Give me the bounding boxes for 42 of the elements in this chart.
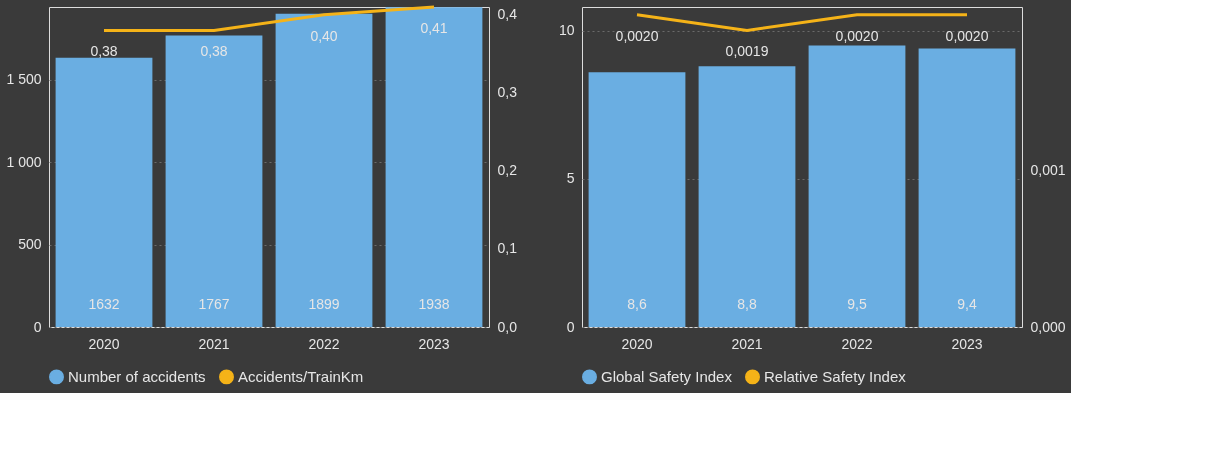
legend-label: Global Safety Index [601, 367, 733, 385]
legend-label: Relative Safety Index [764, 367, 907, 385]
data-label: 0,41 [420, 20, 448, 36]
x-tick-label: 2021 [731, 335, 763, 352]
data-label: 0,38 [90, 43, 118, 60]
data-label: 9,4 [957, 296, 977, 312]
y-tick-label: 0 [33, 318, 42, 335]
data-label: 0,0020 [615, 27, 659, 44]
data-label: 0,0020 [835, 27, 879, 44]
y-tick-label: 1 000 [6, 153, 42, 170]
y2-tick-label: 0,3 [497, 84, 518, 101]
y-tick-label: 1 500 [6, 71, 42, 88]
data-label: 1632 [88, 296, 120, 312]
y-tick-label: 0 [566, 318, 575, 335]
legend-label: Number of accidents [68, 367, 206, 385]
x-tick-label: 2021 [198, 335, 230, 352]
data-label: 9,5 [847, 296, 867, 312]
y2-tick-label: 0,2 [497, 162, 518, 179]
y2-tick-label: 0,0 [497, 318, 518, 335]
x-tick-label: 2023 [951, 335, 983, 352]
data-label: 1767 [198, 296, 230, 312]
data-label: 0,0019 [725, 43, 769, 60]
data-label: 0,40 [310, 27, 338, 44]
legend-label: Accidents/TrainKm [238, 367, 364, 385]
y-tick-label: 10 [558, 22, 575, 39]
data-label: 1938 [418, 296, 450, 312]
x-tick-label: 2022 [308, 335, 340, 352]
y-tick-label: 5 [566, 170, 575, 187]
data-label: 0,38 [200, 43, 228, 60]
y2-tick-label: 0,001 [1030, 162, 1066, 179]
data-label: 8,6 [627, 296, 647, 312]
data-label: 8,8 [737, 296, 757, 312]
x-tick-label: 2020 [88, 335, 120, 352]
y2-tick-label: 0,1 [497, 240, 518, 257]
x-tick-label: 2023 [418, 335, 450, 352]
x-tick-label: 2020 [621, 335, 653, 352]
data-label: 1899 [308, 296, 340, 312]
y2-tick-label: 0,000 [1030, 318, 1066, 335]
x-tick-label: 2022 [841, 335, 873, 352]
y-tick-label: 500 [18, 236, 42, 253]
data-label: 0,0020 [945, 27, 989, 44]
y2-tick-label: 0,4 [497, 6, 518, 23]
